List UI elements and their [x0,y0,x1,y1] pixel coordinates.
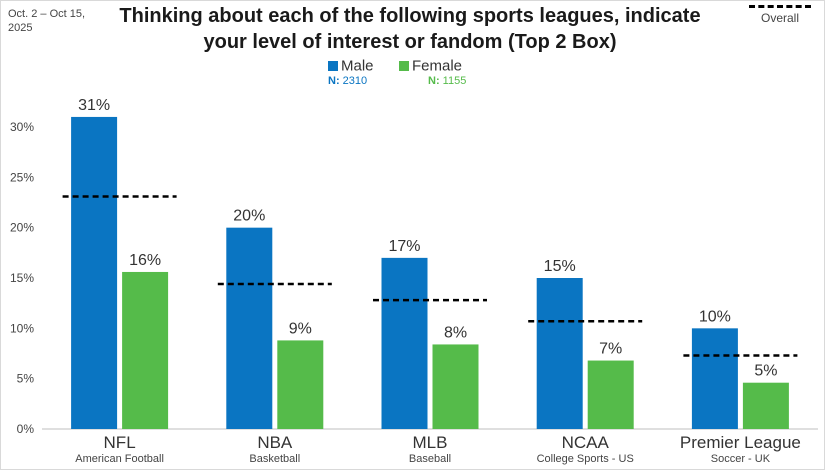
value-label-female: 8% [444,324,467,341]
category-sublabel: Soccer - UK [711,453,771,465]
value-label-female: 7% [599,341,622,358]
legend-female-n: N: 1155 [428,75,466,87]
bar-female-ncaa [587,360,634,429]
category-label: Premier League [680,433,801,452]
female-swatch [399,60,409,71]
bar-female-mlb [432,344,479,429]
bar-male-premier-league [691,328,738,429]
legend-female-label: Female [412,57,463,75]
legend-female-n-value: 1155 [442,75,467,87]
category-label: MLB [413,433,448,452]
overall-dashed-line-swatch [749,5,811,8]
overall-legend-label: Overall [760,11,799,25]
value-label-male: 10% [699,308,731,325]
bar-female-premier-league [742,382,789,429]
y-tick-label: 30% [10,120,34,134]
value-label-female: 5% [754,363,777,380]
y-tick-label: 0% [17,422,35,436]
legend-female-n-label: N: [428,75,440,87]
y-tick-label: 5% [17,372,35,386]
overall-legend: Overall [745,5,815,25]
category-label: NBA [257,433,293,452]
category-sublabel: American Football [75,453,164,465]
category-sublabel: Basketball [249,453,300,465]
value-label-male: 15% [544,258,576,275]
bar-female-nba [277,340,324,429]
legend-male-n-label: N: [328,75,340,87]
value-label-female: 9% [289,320,312,337]
value-label-male: 31% [78,97,110,114]
category-label: NFL [104,433,136,452]
y-tick-label: 20% [10,221,34,235]
y-tick-label: 15% [10,271,34,285]
bar-male-mlb [381,257,428,429]
legend-item-male: Male [328,57,374,75]
bar-male-nfl [71,116,118,429]
date-range-note: Oct. 2 – Oct 15, 2025 [8,8,86,34]
value-label-female: 16% [129,252,161,269]
category-label: NCAA [562,433,610,452]
y-tick-label: 10% [10,321,34,335]
legend-male-n: N: 2310 [328,75,367,87]
legend-male-n-value: 2310 [342,75,368,87]
category-sublabel: College Sports - US [537,453,634,465]
bar-male-ncaa [536,278,583,429]
bar-female-nfl [122,271,169,429]
legend-item-female: Female [399,57,462,75]
male-swatch [328,60,338,71]
chart-title: Thinking about each of the following spo… [119,5,701,53]
legend-male-label: Male [341,57,374,75]
bar-male-nba [226,227,273,429]
value-label-male: 17% [388,238,420,255]
value-label-male: 20% [233,208,265,225]
category-sublabel: Baseball [409,453,451,465]
y-tick-label: 25% [10,170,34,184]
